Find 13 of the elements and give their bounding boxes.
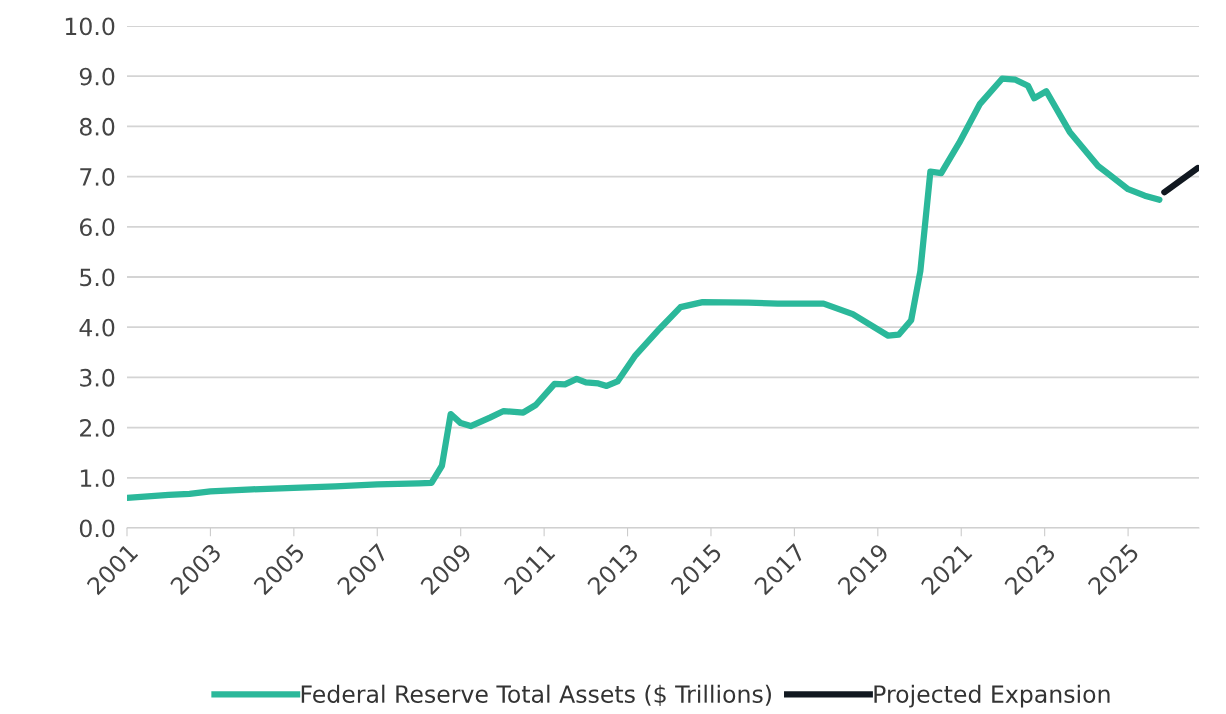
y-tick-label: 9.0 xyxy=(79,67,115,86)
legend-label: Projected Expansion xyxy=(874,684,1110,708)
y-tick-label: 2.0 xyxy=(80,419,115,437)
y-tick-label: 1.0 xyxy=(80,469,115,488)
y-tick-label: 4.0 xyxy=(79,318,115,337)
legend-label: Federal Reserve Total Assets ($ Trillions) xyxy=(301,684,771,707)
y-tick-label: 7.0 xyxy=(80,168,115,186)
y-tick-label: 10.0 xyxy=(65,17,115,36)
y-tick-label: 5.0 xyxy=(80,268,115,287)
y-tick-label: 6.0 xyxy=(79,218,115,237)
y-tick-label: 3.0 xyxy=(80,368,115,387)
y-tick-label: 0.0 xyxy=(79,519,115,538)
y-tick-label: 8.0 xyxy=(79,117,115,136)
